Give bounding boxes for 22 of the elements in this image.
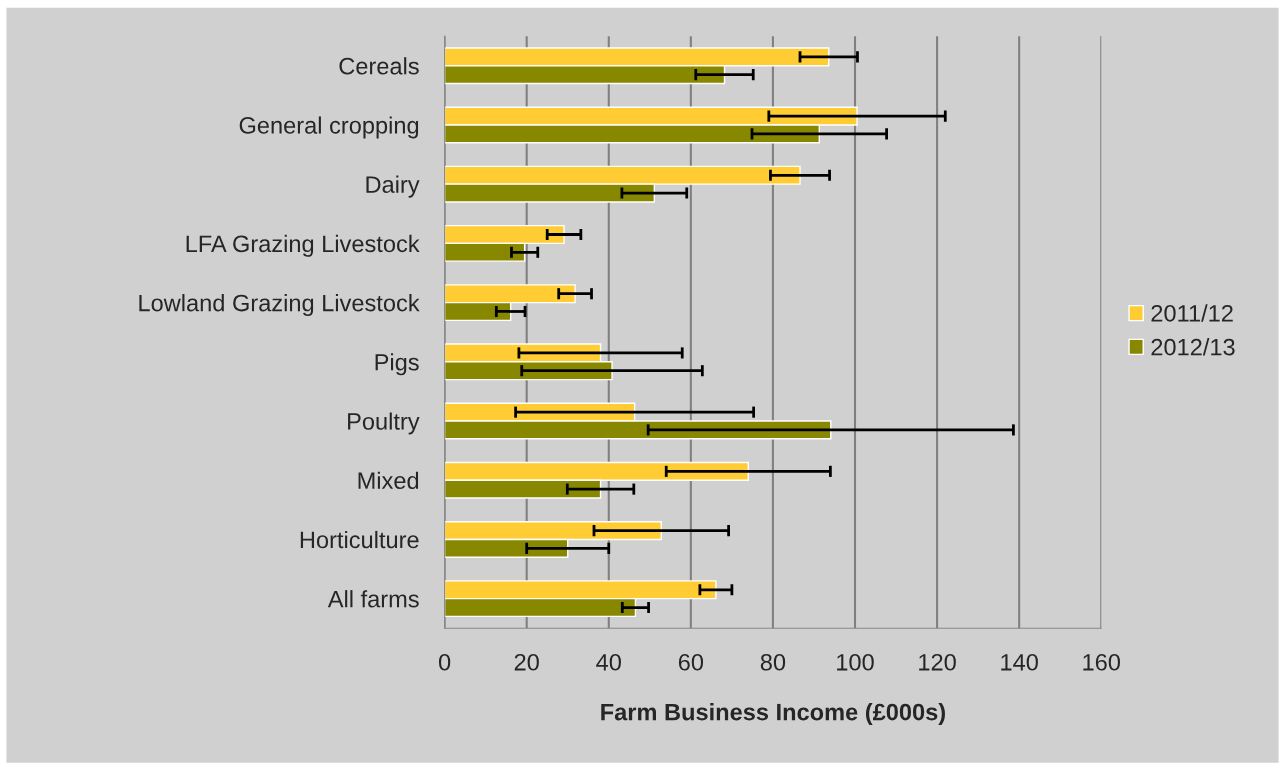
x-tick-label: 60: [678, 653, 704, 671]
x-tick-label: 40: [596, 653, 621, 671]
y-tick-label: Horticulture: [300, 530, 419, 549]
y-tick-label: Lowland Grazing Livestock: [139, 294, 420, 317]
y-tick-label: Pigs: [375, 353, 419, 376]
x-tick-label: 160: [1083, 653, 1121, 671]
y-tick-label: Mixed: [358, 471, 419, 490]
x-tick-label: 20: [514, 653, 539, 671]
legend-label: 2011/12: [1151, 304, 1233, 322]
legend-label: 2012/13: [1151, 338, 1235, 356]
x-tick-label: 0: [438, 653, 451, 671]
x-tick-label: 100: [837, 653, 874, 671]
y-tick-label: LFA Grazing Livestock: [186, 234, 420, 257]
x-axis-title: Farm Business Income (£000s): [601, 703, 945, 726]
y-tick-label: General cropping: [239, 116, 419, 139]
x-tick-label: 80: [760, 653, 786, 671]
y-tick-label: All farms: [327, 590, 419, 608]
y-tick-label: Poultry: [348, 412, 420, 435]
x-tick-label: 120: [919, 653, 956, 671]
y-tick-label: Cereals: [339, 57, 419, 75]
x-tick-label: 140: [1001, 653, 1038, 671]
y-tick-label: Dairy: [366, 175, 420, 198]
